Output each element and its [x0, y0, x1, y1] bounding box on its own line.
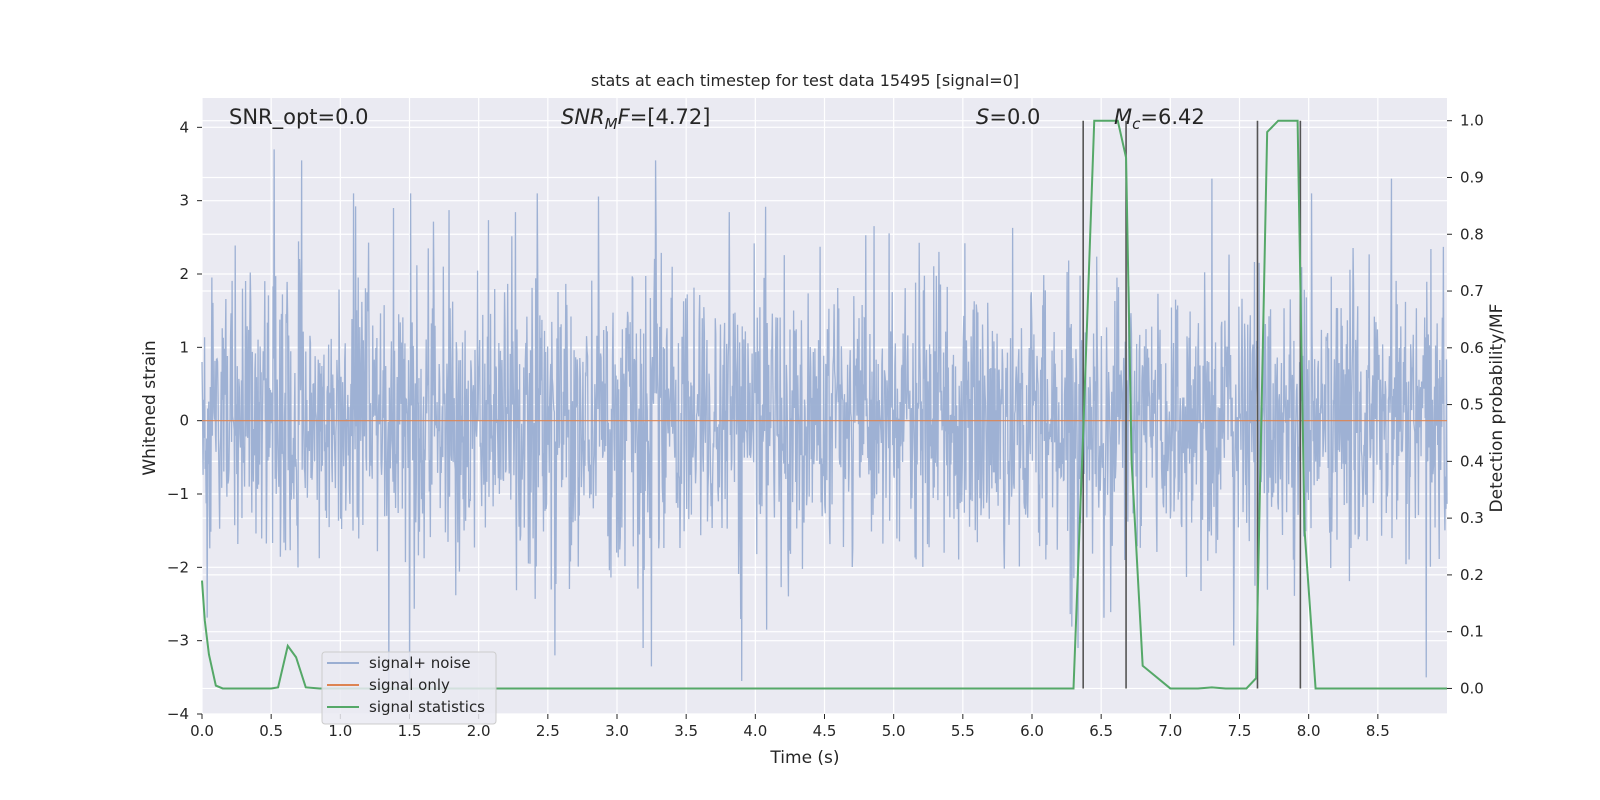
annotation-snr-mf-subscript: M	[605, 115, 618, 133]
annotation-mc-symbol: M	[1114, 105, 1132, 129]
y-left-tick-label: 1	[179, 338, 189, 356]
y-right-tick-label: 0.3	[1460, 509, 1484, 527]
x-tick-label: 0.5	[259, 722, 283, 740]
y-left-tick-label: −2	[167, 558, 189, 576]
y-left-tick-label: −4	[167, 705, 189, 723]
x-axis-ticks: 0.0 0.5 1.0 1.5 2.0 2.5 3.0 3.5 4.0 4.5 5.0 5.5 6.0 6…	[190, 714, 1390, 740]
y-left-tick-label: −3	[167, 632, 189, 650]
annotation-mc-value: =6.42	[1140, 105, 1204, 129]
y-right-axis-ticks: 0.0 0.1 0.2 0.3 0.4 0.5 0.6 0.7 0.8 0.9 1.0	[1447, 112, 1484, 697]
x-tick-label: 0.0	[190, 722, 214, 740]
y-left-axis-label: Whitened strain	[140, 340, 160, 475]
y-right-tick-label: 0.8	[1460, 225, 1484, 243]
annotation-s: S=0.0	[976, 105, 1040, 129]
y-right-tick-label: 0.7	[1460, 282, 1484, 300]
x-tick-label: 6.5	[1089, 722, 1113, 740]
y-left-axis-ticks: −4 −3 −2 −1 0 1 2 3 4	[167, 118, 202, 723]
y-right-tick-label: 0.2	[1460, 566, 1484, 584]
x-tick-label: 3.5	[674, 722, 698, 740]
y-right-tick-label: 0.1	[1460, 623, 1484, 641]
x-tick-label: 6.0	[1020, 722, 1044, 740]
y-right-tick-label: 0.0	[1460, 679, 1484, 697]
legend-label-signal-only: signal only	[369, 676, 450, 694]
legend-box	[321, 651, 497, 725]
y-left-tick-label: 3	[179, 192, 189, 210]
line-signal-statistics	[201, 119, 1447, 690]
y-left-tick-label: 0	[179, 412, 189, 430]
annotation-snr-mf-tail: F	[618, 105, 631, 129]
series-signal-statistics	[201, 119, 1447, 690]
chart-title: stats at each timestep for test data 154…	[591, 71, 1019, 90]
series-signal-noise	[201, 149, 1448, 685]
annotation-s-value: =0.0	[989, 105, 1040, 129]
x-tick-label: 8.5	[1366, 722, 1390, 740]
x-tick-label: 1.0	[328, 722, 352, 740]
y-right-tick-label: 0.9	[1460, 168, 1484, 186]
line-signal-noise	[201, 149, 1448, 685]
x-axis-label: Time (s)	[769, 748, 839, 768]
x-tick-label: 4.0	[743, 722, 767, 740]
y-right-tick-label: 0.4	[1460, 452, 1484, 470]
y-left-tick-label: 4	[179, 118, 189, 136]
x-tick-label: 1.5	[398, 722, 422, 740]
x-tick-label: 8.0	[1297, 722, 1321, 740]
x-tick-label: 7.5	[1228, 722, 1252, 740]
x-tick-label: 3.0	[605, 722, 629, 740]
annotation-snr-mf-value: =[4.72]	[630, 105, 711, 129]
annotation-s-symbol: S	[976, 105, 989, 129]
annotation-snr-opt: SNR_opt=0.0	[229, 105, 369, 130]
annotation-snr-mf-symbol: SNR	[561, 105, 605, 129]
legend: signal+ noise signal only signal statist…	[321, 651, 497, 725]
y-right-axis-label: Detection probability/MF	[1487, 304, 1507, 513]
x-tick-label: 2.5	[536, 722, 560, 740]
x-tick-label: 7.0	[1158, 722, 1182, 740]
x-tick-label: 4.5	[813, 722, 837, 740]
annotation-mc-subscript: c	[1132, 115, 1141, 133]
y-right-tick-label: 0.5	[1460, 396, 1484, 414]
y-right-tick-label: 0.6	[1460, 339, 1484, 357]
annotation-snr-mf: SNRMF=[4.72]	[561, 105, 710, 133]
x-tick-label: 5.0	[882, 722, 906, 740]
y-left-tick-label: −1	[167, 485, 189, 503]
annotation-mc: Mc=6.42	[1114, 105, 1205, 133]
x-tick-label: 2.0	[467, 722, 491, 740]
y-left-tick-label: 2	[179, 265, 189, 283]
y-right-tick-label: 1.0	[1460, 112, 1484, 130]
legend-label-signal-statistics: signal statistics	[369, 698, 485, 716]
legend-label-signal-noise: signal+ noise	[369, 654, 471, 672]
x-tick-label: 5.5	[951, 722, 975, 740]
